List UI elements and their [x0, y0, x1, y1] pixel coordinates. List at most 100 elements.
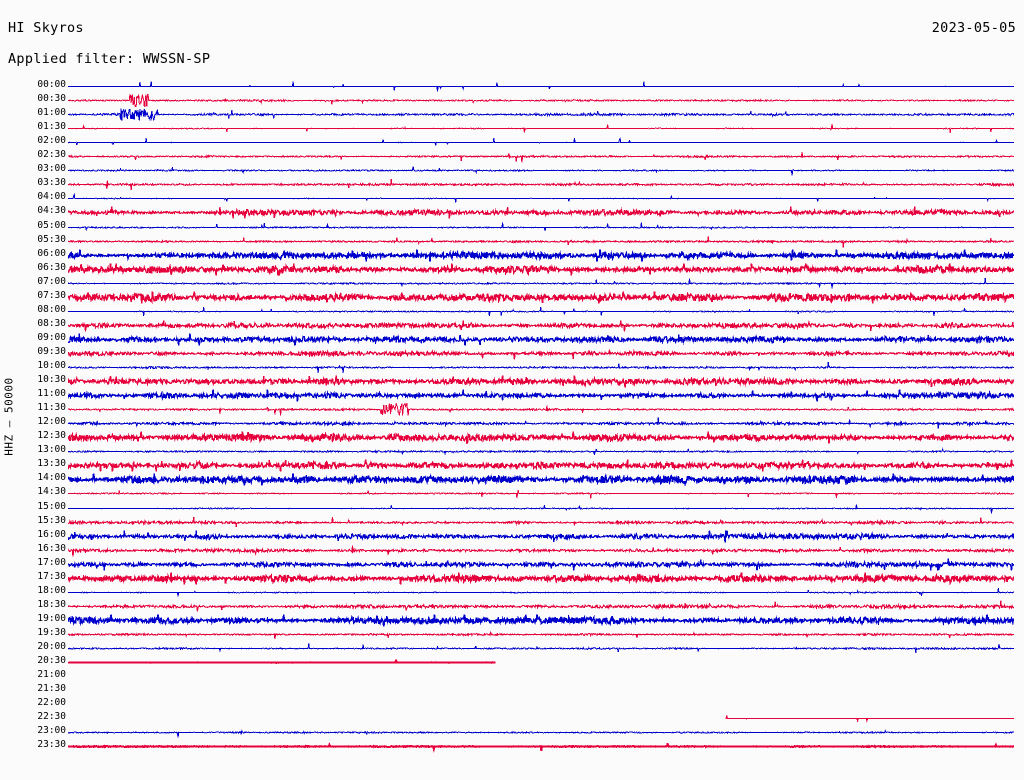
seismic-trace — [68, 459, 1014, 473]
row-time-label: 21:00 — [37, 669, 66, 681]
seismic-trace — [68, 659, 496, 664]
row-time-label: 09:30 — [37, 345, 66, 357]
trace-row: 07:30 — [0, 290, 1024, 305]
trace-row: 22:30 — [0, 712, 1024, 726]
row-time-label: 05:00 — [37, 219, 66, 231]
row-time-label: 14:30 — [37, 486, 66, 498]
trace-row: 11:30 — [0, 403, 1024, 417]
seismogram-plot: 00:00 00:30 01:00 01:30 02:00 02:30 03:00 03:30… — [0, 80, 1024, 770]
row-time-label: 02:30 — [37, 149, 66, 161]
trace-row: 15:30 — [0, 514, 1024, 530]
trace-row: 17:00 — [0, 556, 1024, 572]
trace-row: 03:00 — [0, 164, 1024, 178]
trace-row: 06:30 — [0, 261, 1024, 277]
row-time-label: 04:00 — [37, 191, 66, 203]
seismic-trace — [68, 516, 1014, 527]
trace-row: 00:00 — [0, 80, 1024, 94]
seismic-trace — [68, 375, 1014, 388]
row-time-label: 00:00 — [37, 79, 66, 90]
trace-row: 20:30 — [0, 656, 1024, 670]
row-time-label: 16:00 — [37, 528, 66, 540]
trace-row: 23:30 — [0, 740, 1024, 754]
trace-row: 15:00 — [0, 500, 1024, 516]
seismic-trace — [68, 108, 1014, 121]
page-title: HI Skyros — [8, 20, 84, 36]
seismic-trace — [68, 643, 1014, 654]
row-time-label: 17:00 — [37, 556, 66, 568]
seismic-trace — [68, 529, 1014, 543]
row-time-label: 08:00 — [37, 303, 66, 315]
seismic-trace — [68, 431, 1014, 445]
row-time-label: 02:00 — [37, 135, 66, 147]
trace-row: 12:30 — [0, 431, 1024, 445]
row-time-label: 22:00 — [37, 697, 66, 709]
seismic-trace — [68, 333, 1014, 346]
row-time-label: 12:00 — [37, 416, 66, 428]
seismic-trace — [68, 222, 1014, 231]
seismic-trace — [68, 262, 1014, 276]
trace-row: 02:00 — [0, 136, 1024, 150]
trace-row: 16:00 — [0, 528, 1024, 544]
row-time-label: 14:00 — [37, 472, 66, 484]
trace-row: 04:30 — [0, 206, 1024, 220]
trace-row: 21:30 — [0, 684, 1024, 698]
row-time-label: 01:00 — [37, 107, 66, 119]
row-time-label: 21:30 — [37, 683, 66, 695]
row-time-label: 23:30 — [37, 739, 66, 751]
row-time-label: 12:30 — [37, 430, 66, 442]
seismic-trace — [68, 572, 1014, 585]
trace-row: 23:00 — [0, 726, 1024, 740]
row-time-label: 03:00 — [37, 163, 66, 175]
row-time-label: 04:30 — [37, 205, 66, 217]
trace-row: 05:30 — [0, 233, 1024, 249]
trace-row: 08:00 — [0, 303, 1024, 319]
seismic-trace — [68, 545, 1014, 557]
seismic-trace — [68, 490, 1014, 499]
row-time-label: 00:30 — [37, 93, 66, 105]
trace-row: 18:30 — [0, 598, 1024, 614]
seismic-trace — [68, 206, 1014, 220]
row-time-label: 15:00 — [37, 500, 66, 512]
row-time-label: 11:00 — [37, 388, 66, 400]
seismic-trace — [68, 319, 1014, 332]
seismic-trace — [68, 729, 1014, 738]
trace-row: 19:00 — [0, 612, 1024, 628]
row-time-label: 09:00 — [37, 331, 66, 343]
row-time-label: 06:30 — [37, 261, 66, 273]
seismic-trace — [68, 236, 1014, 247]
trace-row: 03:30 — [0, 178, 1024, 192]
seismic-trace — [68, 742, 1014, 754]
trace-row: 22:00 — [0, 698, 1024, 712]
trace-row: 04:00 — [0, 192, 1024, 206]
trace-row: 20:00 — [0, 642, 1024, 656]
trace-row: 07:00 — [0, 276, 1024, 291]
seismic-trace — [68, 192, 1014, 203]
row-time-label: 13:00 — [37, 444, 66, 456]
seismic-trace — [68, 291, 1014, 304]
seismic-trace — [68, 504, 1014, 513]
seismic-trace — [68, 389, 1014, 402]
seismic-trace — [68, 614, 1014, 627]
trace-row: 06:00 — [0, 248, 1024, 263]
row-time-label: 03:30 — [37, 177, 66, 189]
row-time-label: 18:00 — [37, 584, 66, 596]
seismic-trace — [68, 348, 1014, 360]
seismic-trace — [725, 715, 1014, 724]
seismic-trace — [68, 137, 1014, 146]
row-time-label: 08:30 — [37, 317, 66, 329]
row-time-label: 19:00 — [37, 612, 66, 624]
trace-row: 00:30 — [0, 94, 1024, 108]
row-time-label: 15:30 — [37, 514, 66, 526]
row-time-label: 05:30 — [37, 233, 66, 245]
trace-row: 19:30 — [0, 627, 1024, 642]
trace-row: 10:00 — [0, 361, 1024, 375]
row-time-label: 13:30 — [37, 458, 66, 470]
row-time-label: 18:30 — [37, 598, 66, 610]
row-time-label: 20:00 — [37, 641, 66, 652]
row-time-label: 22:30 — [37, 711, 66, 723]
trace-row: 13:30 — [0, 459, 1024, 473]
trace-row: 17:30 — [0, 571, 1024, 586]
seismic-trace — [68, 152, 1014, 163]
trace-row: 13:00 — [0, 445, 1024, 459]
